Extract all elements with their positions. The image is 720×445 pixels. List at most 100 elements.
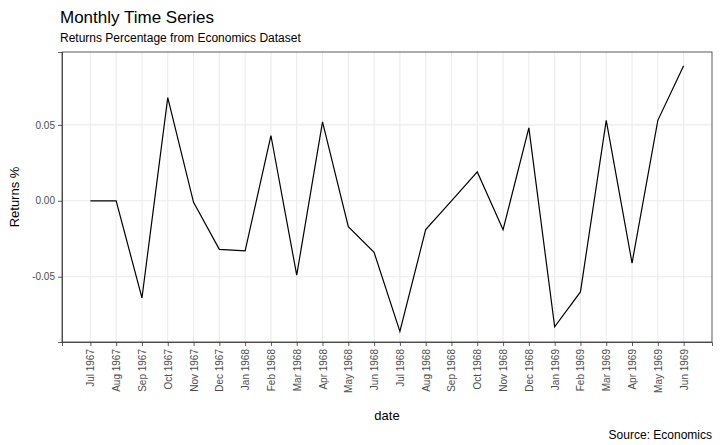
x-tick-label: Feb 1968 <box>266 349 277 392</box>
x-tick-label: Nov 1967 <box>189 349 200 392</box>
x-tick-label: Apr 1968 <box>318 349 329 390</box>
grid-line-x <box>503 52 504 342</box>
x-tick-mark <box>658 342 659 346</box>
grid-line-x <box>477 52 478 342</box>
y-tick-label: 0.00 <box>36 195 56 206</box>
y-tick: 0.05 <box>36 120 62 131</box>
x-tick: Nov 1968 <box>498 342 509 392</box>
y-tick-label: -0.05 <box>32 271 55 282</box>
grid-line-x <box>296 52 297 342</box>
x-tick-label: Dec 1968 <box>524 349 535 392</box>
x-tick: Aug 1967 <box>111 342 122 392</box>
x-tick-label: Oct 1967 <box>163 349 174 390</box>
x-tick: Feb 1969 <box>575 342 586 391</box>
x-tick: Jul 1968 <box>395 342 406 387</box>
title: Monthly Time Series <box>60 8 214 27</box>
grid-line-y <box>62 124 712 125</box>
grid-line-x <box>167 52 168 342</box>
x-tick-mark <box>606 342 607 346</box>
x-axis: Jul 1967 Aug 1967 Sep 1967 Oct 1967 Nov 1967… <box>63 342 713 393</box>
x-tick-label: May 1969 <box>653 349 664 393</box>
grid-line-y <box>62 200 712 201</box>
grid-line-x <box>657 52 658 342</box>
grid-line-x <box>90 52 91 342</box>
x-tick-label: Jan 1968 <box>240 349 251 391</box>
subtitle: Returns Percentage from Economics Datase… <box>60 31 301 45</box>
x-tick: Jun 1968 <box>369 342 380 390</box>
x-tick: Nov 1967 <box>189 342 200 392</box>
x-tick: Oct 1968 <box>472 342 483 390</box>
x-tick-label: Jul 1968 <box>395 349 406 387</box>
x-tick: Jul 1967 <box>85 342 96 387</box>
grid-line-x <box>631 52 632 342</box>
x-tick-mark <box>503 342 504 346</box>
grid-line-x <box>554 52 555 342</box>
x-tick: Mar 1969 <box>601 342 612 391</box>
grid-line-x <box>116 52 117 342</box>
grid-line-x <box>451 52 452 342</box>
panel-border <box>62 52 712 342</box>
x-tick: May 1968 <box>343 342 354 393</box>
x-tick: Aug 1968 <box>421 342 432 392</box>
x-tick-mark <box>323 342 324 346</box>
x-tick-label: Feb 1969 <box>575 349 586 392</box>
x-tick-mark <box>426 342 427 346</box>
grid-line-x <box>141 52 142 342</box>
x-tick: Jun 1969 <box>679 342 690 390</box>
x-tick-label: Sep 1967 <box>137 349 148 392</box>
grid-line-x <box>399 52 400 342</box>
grid-line-y <box>62 276 712 277</box>
x-tick-label: Oct 1968 <box>472 349 483 390</box>
y-axis-line <box>58 53 63 343</box>
x-tick: May 1969 <box>653 342 664 393</box>
grid-line-x <box>374 52 375 342</box>
grid-line-x <box>580 52 581 342</box>
y-axis: -0.05 0.00 0.05 <box>32 53 62 343</box>
x-tick-mark <box>142 342 143 346</box>
grid <box>62 52 712 342</box>
x-tick-mark <box>297 342 298 346</box>
grid-line-x <box>193 52 194 342</box>
chart: Jul 1967 Aug 1967 Sep 1967 Oct 1967 Nov 1967… <box>0 0 720 445</box>
x-tick-label: Aug 1968 <box>421 349 432 392</box>
x-tick-label: Mar 1969 <box>601 349 612 392</box>
grid-line-x <box>683 52 684 342</box>
x-tick-label: Jan 1969 <box>550 349 561 391</box>
plot-area <box>90 66 683 332</box>
x-tick-label: Jun 1969 <box>679 349 690 391</box>
x-tick-label: Jun 1968 <box>369 349 380 391</box>
x-tick-mark <box>477 342 478 346</box>
grid-line-x <box>606 52 607 342</box>
x-tick-label: Dec 1967 <box>214 349 225 392</box>
x-tick: Sep 1967 <box>137 342 148 392</box>
x-tick-label: Jul 1967 <box>85 349 96 387</box>
x-tick-label: Sep 1968 <box>446 349 457 392</box>
panel-background <box>62 52 712 342</box>
x-tick: Jan 1968 <box>240 342 251 390</box>
x-tick-mark <box>245 342 246 346</box>
grid-line-x <box>348 52 349 342</box>
x-tick: Oct 1967 <box>163 342 174 390</box>
x-axis-title: date <box>374 408 399 423</box>
x-tick-mark <box>555 342 556 346</box>
y-tick-label: 0.05 <box>36 120 56 131</box>
grid-line-x <box>219 52 220 342</box>
x-tick: Dec 1968 <box>524 342 535 392</box>
y-tick-mark <box>58 125 62 126</box>
x-tick-mark <box>684 342 685 346</box>
grid-line-x <box>245 52 246 342</box>
x-tick-label: Aug 1967 <box>111 349 122 392</box>
y-tick-mark <box>58 277 62 278</box>
y-axis-title: Returns % <box>7 166 22 227</box>
grid-line-x <box>270 52 271 342</box>
grid-line-x <box>322 52 323 342</box>
x-tick-label: Nov 1968 <box>498 349 509 392</box>
x-tick-mark <box>116 342 117 346</box>
x-tick-mark <box>580 342 581 346</box>
x-axis-line <box>63 343 713 347</box>
x-tick-mark <box>271 342 272 346</box>
x-tick-mark <box>529 342 530 346</box>
x-tick: Sep 1968 <box>446 342 457 392</box>
x-tick-label: Apr 1969 <box>627 349 638 390</box>
y-tick-mark <box>58 201 62 202</box>
